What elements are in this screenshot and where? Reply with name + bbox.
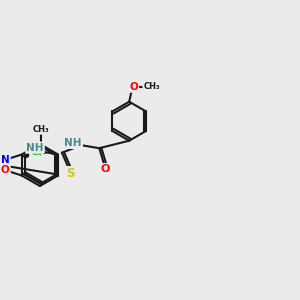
Text: CH₃: CH₃ (143, 82, 160, 91)
Text: O: O (100, 164, 110, 174)
Text: S: S (66, 167, 74, 180)
Text: NH: NH (26, 142, 44, 153)
Text: Cl: Cl (30, 146, 42, 157)
Text: O: O (1, 165, 10, 175)
Text: CH₃: CH₃ (32, 125, 49, 134)
Text: O: O (129, 82, 138, 92)
Text: N: N (1, 155, 10, 165)
Text: NH: NH (64, 138, 82, 148)
